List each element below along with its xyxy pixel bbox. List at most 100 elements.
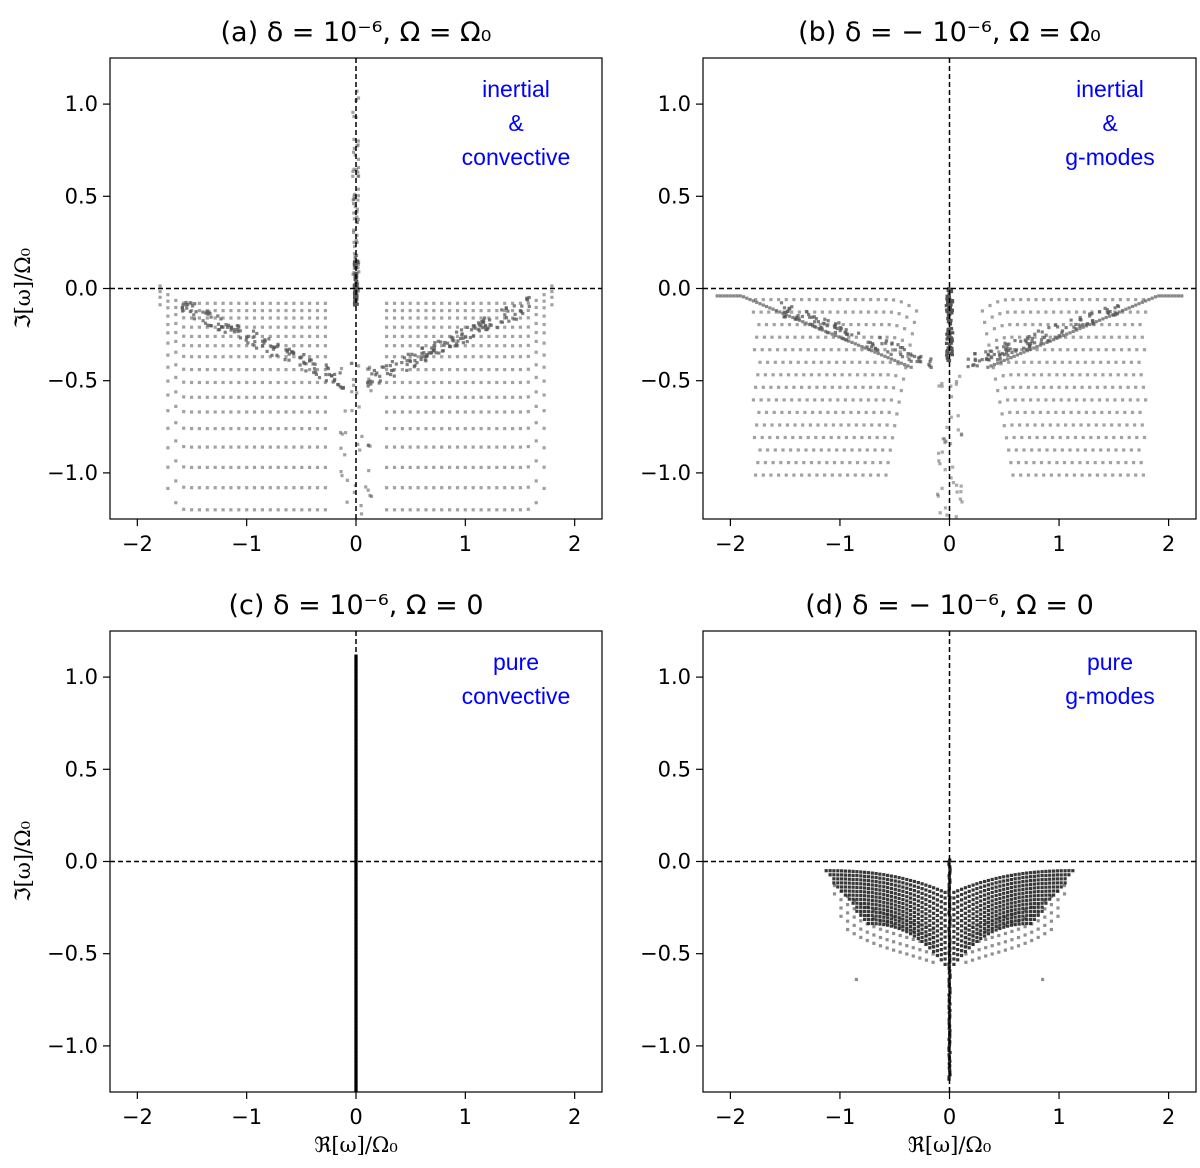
data-point — [526, 316, 530, 320]
data-point — [889, 310, 893, 314]
x-tick-label: −1 — [231, 532, 262, 556]
data-point — [479, 334, 483, 338]
data-point — [424, 486, 428, 490]
data-point — [843, 877, 847, 881]
data-point — [948, 1059, 952, 1063]
data-point — [758, 448, 762, 452]
data-point — [916, 916, 920, 921]
data-point — [308, 486, 312, 490]
data-point — [943, 913, 947, 917]
data-point — [503, 368, 507, 372]
data-point — [184, 303, 188, 307]
data-point — [763, 461, 767, 465]
data-point — [1100, 323, 1104, 327]
data-point — [1038, 323, 1042, 327]
data-point — [1017, 922, 1021, 926]
data-point — [785, 423, 789, 427]
data-point — [526, 301, 530, 305]
data-point — [1127, 306, 1131, 310]
data-point — [939, 894, 943, 898]
data-point — [916, 881, 920, 885]
data-point — [1068, 448, 1072, 452]
data-point — [479, 486, 483, 490]
data-point — [946, 300, 950, 305]
data-point — [356, 194, 360, 198]
data-point — [956, 889, 960, 893]
data-point — [901, 346, 905, 350]
data-point — [484, 324, 488, 328]
data-point — [1048, 897, 1052, 901]
data-point — [352, 202, 356, 206]
data-point — [857, 343, 861, 347]
data-point — [943, 890, 947, 894]
data-point — [777, 385, 781, 389]
data-point — [424, 359, 428, 363]
data-point — [986, 353, 990, 357]
data-point — [1144, 398, 1148, 402]
data-point — [268, 445, 272, 449]
data-point — [354, 1035, 358, 1039]
data-point — [882, 900, 886, 904]
data-point — [174, 439, 178, 443]
data-point — [400, 465, 404, 469]
data-point — [889, 913, 893, 917]
data-point — [912, 889, 916, 893]
data-point — [1009, 877, 1013, 882]
data-point — [518, 334, 522, 338]
data-point — [1043, 932, 1047, 936]
data-point — [835, 448, 839, 452]
data-point — [487, 334, 491, 338]
data-point — [912, 910, 916, 914]
data-point — [1009, 916, 1013, 920]
data-point — [849, 323, 853, 327]
data-point — [911, 946, 915, 950]
data-point — [932, 886, 936, 890]
data-point — [994, 902, 998, 906]
data-point — [932, 896, 936, 900]
data-point — [245, 445, 249, 449]
data-point — [392, 316, 397, 320]
data-point — [847, 897, 851, 901]
data-point — [408, 427, 412, 431]
data-point — [503, 325, 507, 329]
data-point — [1115, 312, 1119, 316]
data-point — [1069, 410, 1073, 414]
data-point — [946, 312, 950, 316]
data-point — [1002, 925, 1006, 929]
data-point — [440, 395, 444, 399]
data-point — [814, 317, 818, 321]
data-point — [1128, 398, 1132, 402]
data-point — [260, 410, 264, 414]
data-point — [166, 322, 170, 327]
data-point — [998, 892, 1002, 896]
data-point — [992, 327, 996, 331]
data-point — [440, 465, 444, 469]
data-point — [946, 288, 950, 293]
data-point — [874, 899, 878, 903]
data-point — [416, 410, 420, 414]
data-point — [990, 886, 994, 890]
data-point — [878, 922, 882, 926]
data-point — [1027, 335, 1031, 339]
annotation-line: convective — [462, 144, 571, 170]
data-point — [857, 410, 861, 414]
data-point — [1001, 351, 1005, 356]
data-point — [977, 359, 981, 363]
data-point — [1004, 436, 1009, 440]
data-point — [963, 921, 967, 925]
data-point — [323, 410, 327, 414]
data-point — [245, 427, 249, 431]
data-point — [463, 316, 467, 320]
data-point — [735, 294, 739, 298]
data-point — [935, 913, 939, 918]
data-point — [1090, 312, 1094, 316]
data-point — [1075, 398, 1079, 402]
data-point — [354, 731, 358, 736]
data-point — [893, 903, 897, 907]
data-point — [893, 358, 897, 362]
data-point — [950, 353, 954, 357]
data-point — [408, 368, 412, 372]
data-point — [1041, 335, 1045, 339]
data-point — [840, 873, 844, 877]
data-point — [1009, 901, 1013, 905]
